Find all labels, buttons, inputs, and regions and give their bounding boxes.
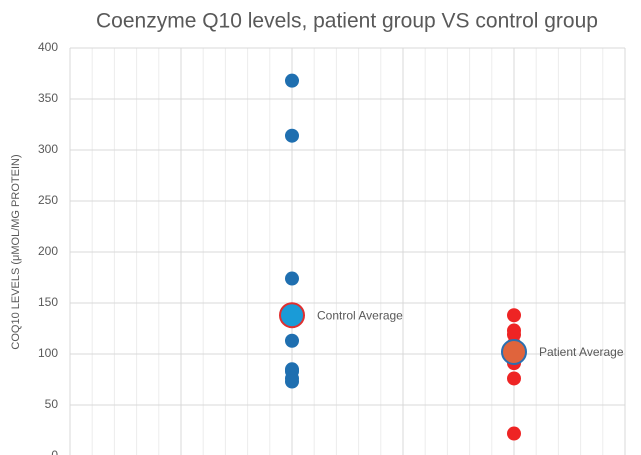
annotation: Control Average [317, 308, 403, 322]
y-tick-label: 150 [38, 295, 58, 309]
point [507, 308, 521, 323]
y-tick-label: 100 [38, 346, 58, 360]
point [285, 333, 299, 348]
point [285, 128, 299, 143]
y-tick-label: 400 [38, 40, 58, 54]
point [285, 73, 299, 88]
annotation: Patient Average [539, 345, 624, 359]
average-point [501, 338, 527, 365]
chart-title: Coenzyme Q10 levels, patient group VS co… [96, 10, 598, 33]
y-axis-label: COQ10 LEVELS (μMOL/MG PROTEIN) [10, 154, 22, 349]
point [285, 271, 299, 286]
y-tick-label: 0 [51, 448, 58, 455]
y-tick-label: 250 [38, 193, 58, 207]
point [507, 426, 521, 441]
point [285, 374, 299, 389]
y-tick-label: 200 [38, 244, 58, 258]
y-tick-label: 300 [38, 142, 58, 156]
point [507, 371, 521, 386]
y-tick-label: 50 [45, 397, 59, 411]
y-tick-label: 350 [38, 91, 58, 105]
average-point [279, 302, 305, 329]
